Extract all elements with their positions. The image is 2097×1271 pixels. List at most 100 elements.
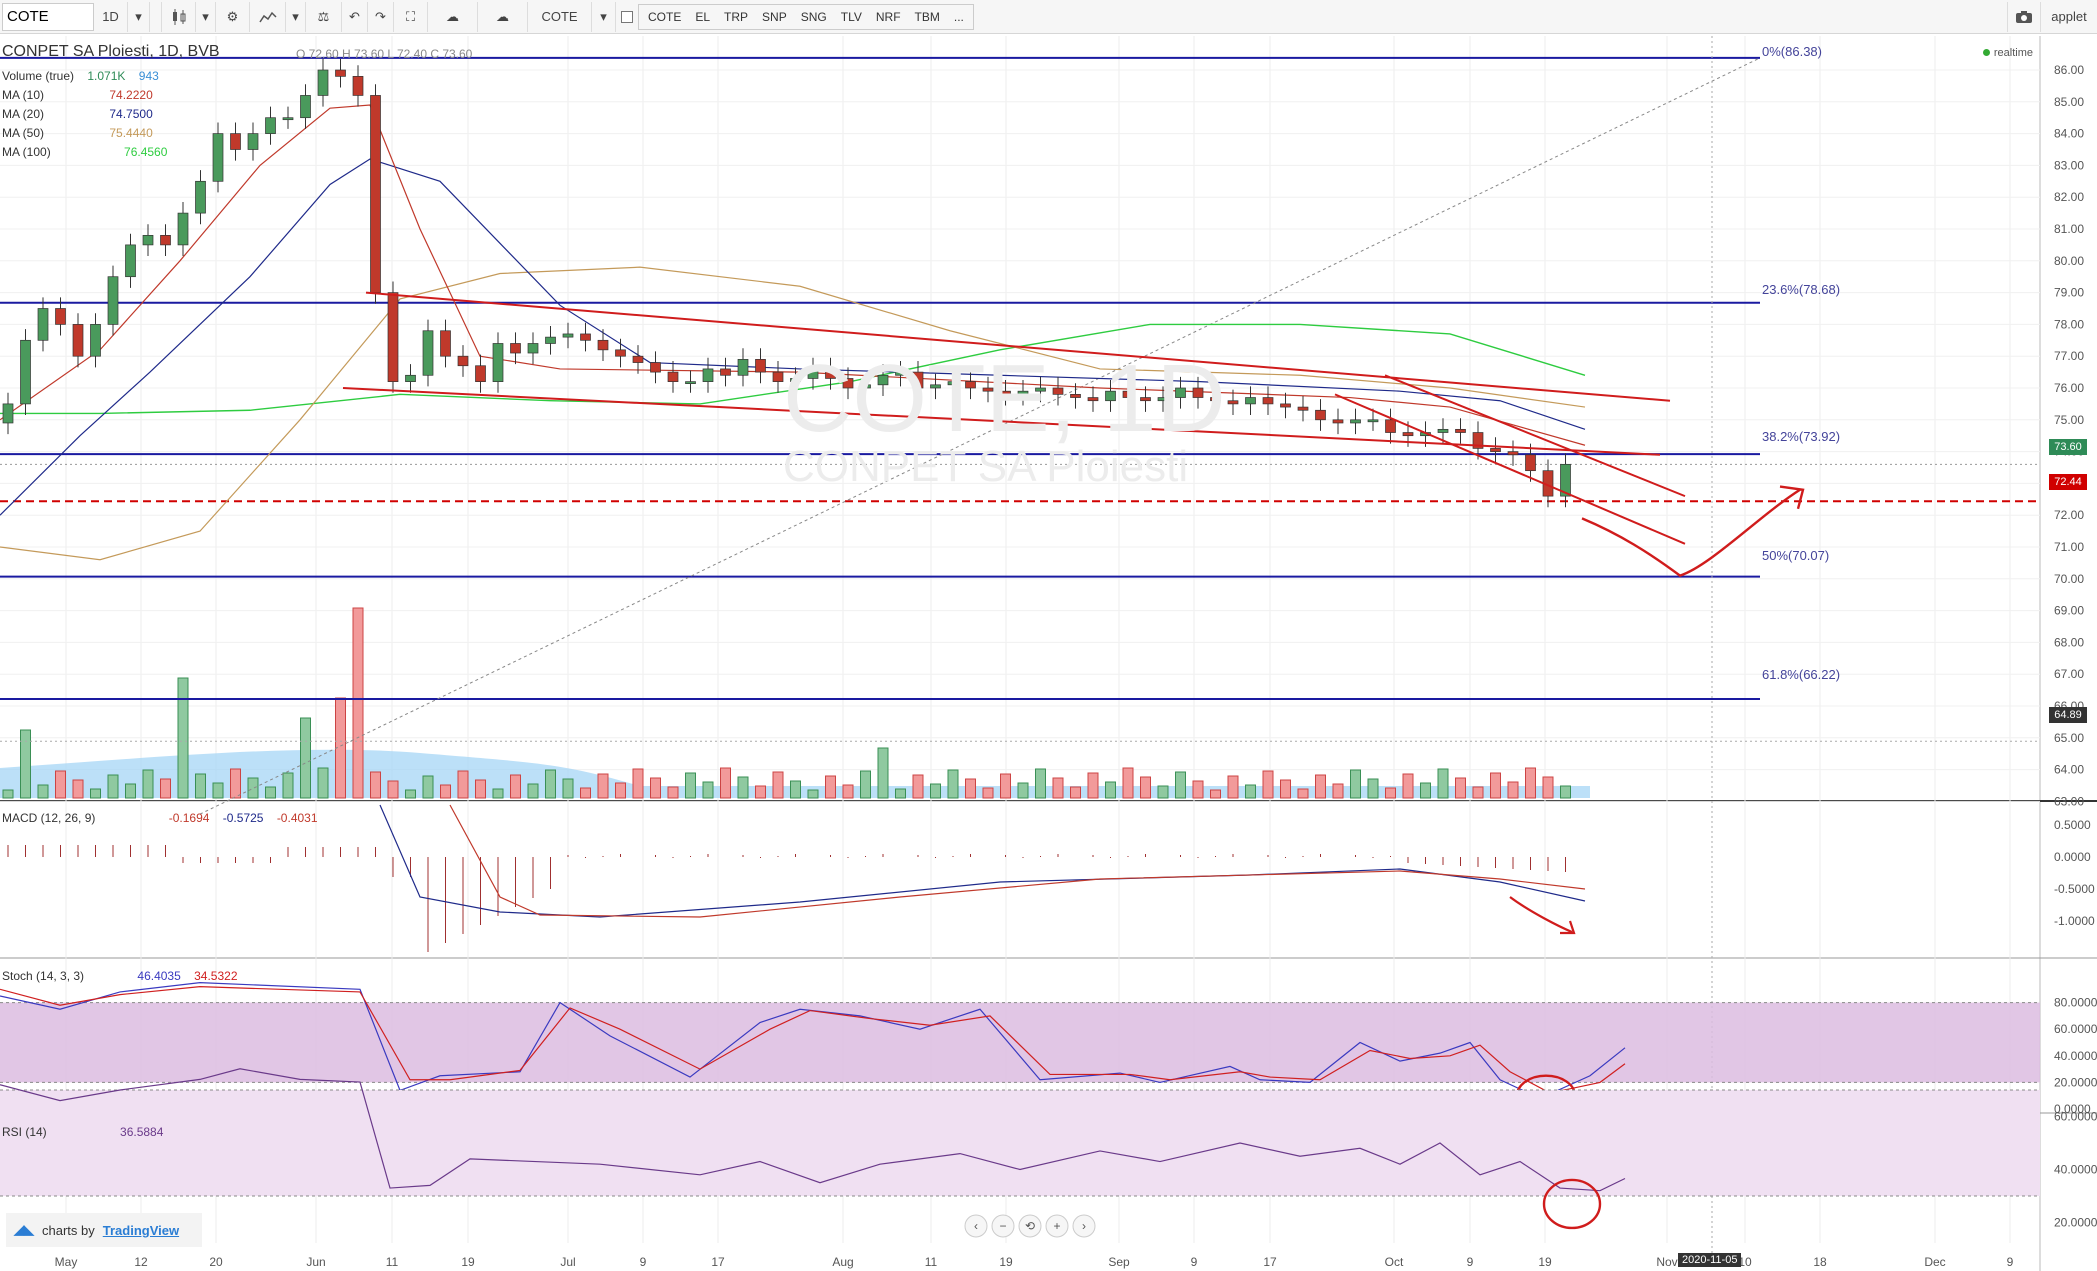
candle-body bbox=[1490, 448, 1501, 452]
symbol-search-input[interactable] bbox=[2, 2, 94, 31]
compare-checkbox[interactable] bbox=[616, 2, 638, 32]
legend-stoch-v2: 34.5322 bbox=[194, 969, 238, 983]
legend-ma10-value: 74.2220 bbox=[109, 88, 153, 102]
price-axis-tick: 70.00 bbox=[2054, 572, 2084, 586]
candle-body bbox=[1087, 397, 1099, 402]
quick-symbol-sng[interactable]: SNG bbox=[800, 9, 827, 24]
legend-ma50[interactable]: MA (50) 75.4440 bbox=[2, 126, 153, 140]
candle-body bbox=[20, 339, 31, 405]
quick-symbol-el[interactable]: EL bbox=[695, 9, 711, 24]
credit-brand[interactable]: TradingView bbox=[102, 1222, 180, 1238]
volume-bar bbox=[317, 767, 329, 799]
time-axis-tick: Nov bbox=[1656, 1255, 1677, 1269]
compare-scale-icon[interactable]: ⚖ bbox=[306, 1, 342, 32]
compare-symbol-field[interactable]: COTE bbox=[528, 1, 592, 32]
camera-icon[interactable] bbox=[2007, 1, 2041, 32]
interval-selector[interactable]: 1D bbox=[94, 1, 128, 32]
volume-bar bbox=[825, 775, 836, 799]
volume-bar bbox=[737, 776, 749, 799]
candle-body bbox=[667, 371, 679, 382]
price-axis-tick: 79.00 bbox=[2054, 286, 2084, 300]
legend-macd-v2: -0.5725 bbox=[222, 811, 264, 825]
candle-body bbox=[142, 235, 154, 246]
stoch-d-line bbox=[0, 986, 1626, 1094]
time-axis-tick: 17 bbox=[711, 1255, 725, 1269]
volume-bar bbox=[632, 768, 644, 799]
candle-body bbox=[247, 133, 259, 150]
quick-symbol-nrf[interactable]: NRF bbox=[875, 9, 901, 24]
interval-dropdown-chevron-icon[interactable]: ▾ bbox=[128, 1, 150, 32]
volume-bar bbox=[527, 783, 539, 799]
volume-bar bbox=[510, 774, 521, 799]
redo-icon[interactable]: ↷ bbox=[368, 1, 394, 32]
candle-body bbox=[947, 381, 959, 386]
candle-body bbox=[1122, 390, 1134, 398]
volume-bar bbox=[562, 778, 574, 799]
price-axis-tick: 68.00 bbox=[2054, 635, 2084, 649]
volume-bar bbox=[702, 781, 714, 799]
stoch-axis-tick: 40.0000 bbox=[2054, 1049, 2097, 1063]
price-axis-tick: 75.00 bbox=[2054, 413, 2084, 427]
volume-bar bbox=[440, 784, 451, 799]
legend-ma10[interactable]: MA (10) 74.2220 bbox=[2, 88, 153, 102]
legend-ma20[interactable]: MA (20) 74.7500 bbox=[2, 107, 153, 121]
candle-body bbox=[702, 368, 714, 382]
gear-icon[interactable]: ⚙ bbox=[216, 1, 250, 32]
candle-style-icon[interactable] bbox=[162, 1, 196, 32]
indicators-icon[interactable] bbox=[250, 1, 286, 32]
macd-drawn-arrow bbox=[1509, 896, 1576, 935]
tradingview-credit[interactable]: ◢◣ charts by TradingView bbox=[6, 1213, 202, 1247]
price-axis-tick: 85.00 bbox=[2054, 95, 2084, 109]
candle-body bbox=[912, 371, 924, 389]
cloud-save-icon[interactable]: ☁ bbox=[478, 1, 528, 32]
legend-stoch[interactable]: Stoch (14, 3, 3) 46.4035 34.5322 bbox=[2, 969, 238, 983]
candle-body bbox=[772, 371, 784, 382]
candle-body bbox=[1560, 463, 1571, 497]
candle-body bbox=[1017, 390, 1029, 395]
legend-rsi[interactable]: RSI (14) 36.5884 bbox=[2, 1125, 163, 1139]
indicators-chevron-icon[interactable]: ▾ bbox=[286, 1, 306, 32]
candle-body bbox=[1105, 390, 1116, 402]
legend-macd[interactable]: MACD (12, 26, 9) -0.1694 -0.5725 -0.4031 bbox=[2, 811, 318, 825]
chart-canvas[interactable]: May 12 20 Jun 11 19 Jul 9 17 Aug 11 19 Sep 9 17 Oct 9 19 N… bbox=[0, 36, 2097, 1271]
cloud-load-icon[interactable]: ☁ bbox=[428, 1, 478, 32]
stoch-axis-tick: 0.0000 bbox=[2054, 1102, 2091, 1116]
quick-symbol-snp[interactable]: SNP bbox=[762, 9, 787, 24]
volume-bar bbox=[912, 774, 924, 799]
volume-bar bbox=[370, 771, 381, 799]
nav-control-button bbox=[991, 1214, 1015, 1238]
volume-bar bbox=[1490, 772, 1501, 799]
quick-symbol-tlv[interactable]: TLV bbox=[840, 9, 862, 24]
candle-body bbox=[965, 381, 976, 389]
rsi-axis-tick: 40.0000 bbox=[2054, 1163, 2097, 1177]
time-axis-tick: 20 bbox=[209, 1255, 223, 1269]
undo-icon[interactable]: ↶ bbox=[342, 1, 368, 32]
time-axis-tick: 19 bbox=[999, 1255, 1013, 1269]
volume-bar bbox=[650, 777, 661, 799]
fullscreen-icon[interactable]: ⛶ bbox=[394, 1, 428, 32]
quick-symbol-trp[interactable]: TRP bbox=[724, 9, 749, 24]
volume-bar bbox=[282, 772, 294, 799]
legend-volume[interactable]: Volume (true) 1.071K 943 bbox=[2, 69, 159, 83]
candle-body bbox=[1210, 397, 1221, 402]
quick-symbol-tbm[interactable]: TBM bbox=[914, 9, 940, 24]
realtime-indicator: realtime bbox=[1983, 47, 2033, 59]
last-price-tag: 73.60 bbox=[2049, 439, 2087, 455]
chart-style-chevron-icon[interactable]: ▾ bbox=[196, 1, 216, 32]
nav-control-button bbox=[1072, 1214, 1096, 1238]
volume-bar bbox=[755, 785, 766, 799]
candle-body bbox=[1385, 419, 1396, 433]
candle-body bbox=[125, 244, 136, 278]
quick-symbols-more[interactable]: ... bbox=[953, 9, 964, 24]
macd-signal-line bbox=[449, 804, 1586, 918]
time-axis-tick: 11 bbox=[925, 1255, 938, 1269]
compare-chevron-icon[interactable]: ▾ bbox=[592, 1, 616, 32]
time-axis-tick: Jun bbox=[306, 1255, 325, 1269]
price-axis-tick: 71.00 bbox=[2054, 540, 2084, 554]
stoch-band bbox=[0, 1002, 2040, 1083]
legend-ma100[interactable]: MA (100) 76.4560 bbox=[2, 145, 167, 159]
applet-button[interactable]: applet bbox=[2041, 2, 2097, 32]
horizontal-line-price-tag: 72.44 bbox=[2049, 474, 2087, 490]
drawn-arrow-head bbox=[1779, 485, 1805, 510]
quick-symbol-cote[interactable]: COTE bbox=[648, 9, 682, 24]
